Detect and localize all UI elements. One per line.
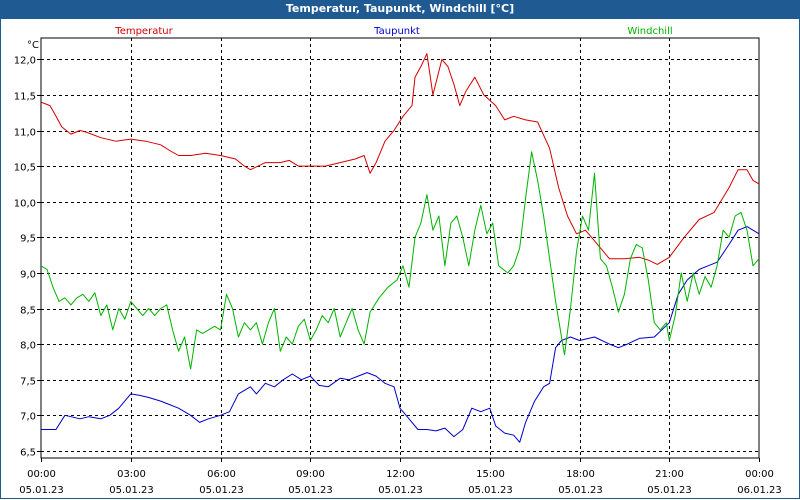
legend-taupunkt: Taupunkt [373,26,420,37]
y-tick-label: 9,0 [20,270,36,281]
series-line-temperatur [40,53,760,265]
y-axis-label: °C [27,40,39,51]
x-tick-time-label: 03:00 [117,469,146,480]
x-tick-time-label: 06:00 [207,469,236,480]
y-tick-label: 6,5 [20,448,36,459]
x-tick-time-label: 00:00 [27,469,56,480]
x-tick-date-label: 05.01.23 [468,485,513,496]
x-tick-time-label: 00:00 [745,469,774,480]
y-tick-label: 9,5 [20,234,36,245]
x-tick-time-label: 21:00 [655,469,684,480]
x-tick-time-label: 15:00 [476,469,505,480]
legend-windchill: Windchill [627,26,672,37]
chart-title: Temperatur, Taupunkt, Windchill [°C] [0,0,800,19]
legend-temperatur: Temperatur [114,26,173,37]
x-tick-date-label: 06.01.23 [737,485,782,496]
x-tick-date-label: 05.01.23 [647,485,692,496]
y-tick-label: 7,0 [20,412,36,423]
series-line-windchill [40,151,760,370]
x-tick-date-label: 05.01.23 [109,485,154,496]
x-tick-time-label: 09:00 [296,469,325,480]
x-tick-date-label: 05.01.23 [19,485,64,496]
x-tick-time-label: 18:00 [566,469,595,480]
y-tick-label: 8,0 [20,341,36,352]
x-tick-date-label: 05.01.23 [378,485,423,496]
y-tick-label: 10,5 [14,163,36,174]
y-tick-label: 7,5 [20,377,36,388]
x-tick-date-label: 05.01.23 [288,485,333,496]
x-tick-date-label: 05.01.23 [199,485,244,496]
y-tick-label: 8,5 [20,306,36,317]
y-tick-label: 11,5 [14,92,36,103]
y-tick-label: 12,0 [14,56,36,67]
x-tick-time-label: 12:00 [386,469,415,480]
x-tick-date-label: 05.01.23 [558,485,603,496]
series-line-taupunkt [41,226,760,443]
y-tick-label: 11,0 [14,128,36,139]
y-tick-label: 10,0 [14,199,36,210]
